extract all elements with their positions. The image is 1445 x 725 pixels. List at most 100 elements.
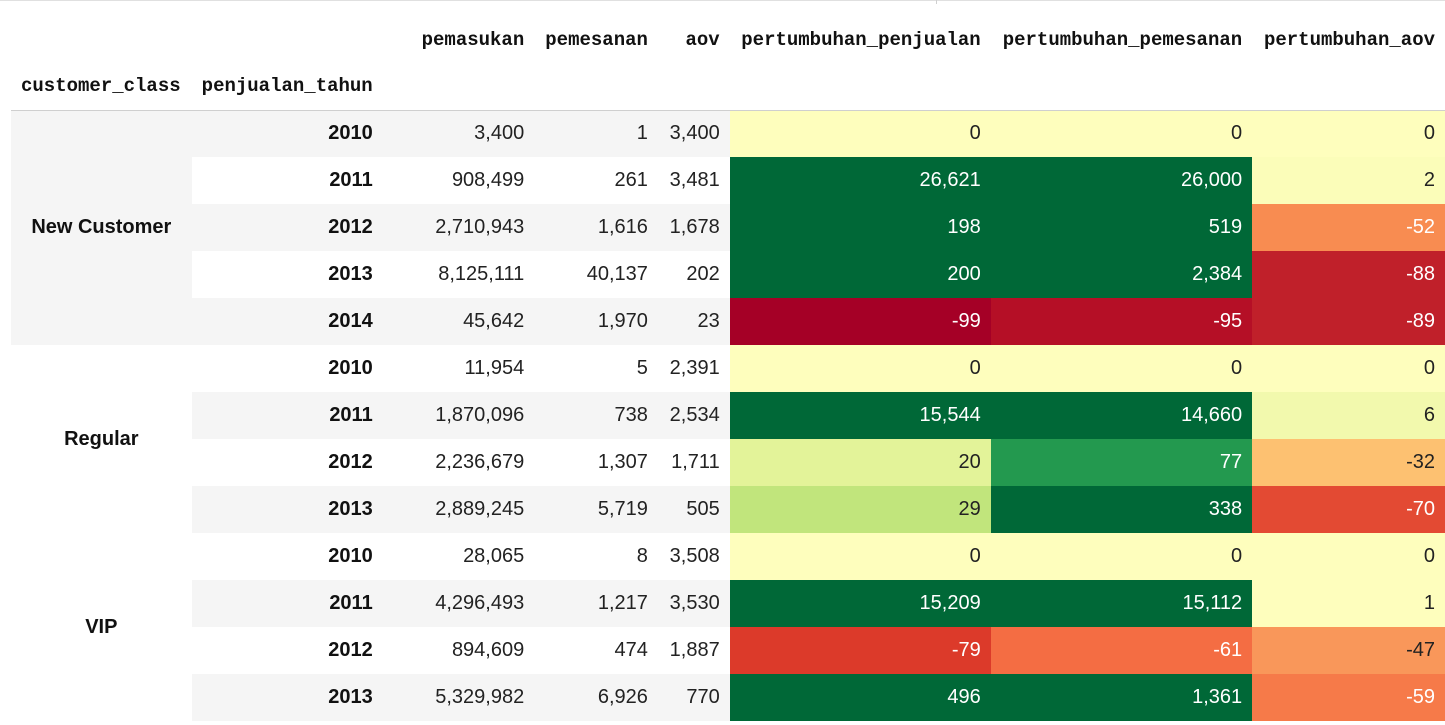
column-header-row: pemasukan pemesanan aov pertumbuhan_penj…: [11, 17, 1445, 63]
col-header-pertumbuhan-pemesanan: pertumbuhan_pemesanan: [1002, 29, 1243, 51]
blank-header-cell: [11, 17, 192, 63]
cell-pemesanan: 1,616: [534, 204, 658, 251]
cell-aov: 3,508: [669, 545, 720, 567]
cell-aov: 1,887: [669, 639, 720, 661]
cell-aov: 3,481: [669, 169, 720, 191]
heat-cell-pertumbuhan-pemesanan: 77: [990, 439, 1253, 486]
heat-cell-pertumbuhan-penjualan: -99: [729, 298, 991, 345]
cell-pemasukan: 2,710,943: [382, 204, 535, 251]
heat-cell-pertumbuhan-aov: 6: [1252, 392, 1445, 439]
col-header-pemesanan: pemesanan: [545, 29, 648, 51]
cell-aov: 2,391: [669, 357, 720, 379]
heat-cell-pertumbuhan-penjualan: 26,621: [729, 157, 991, 204]
heat-cell-pertumbuhan-penjualan: 29: [729, 486, 991, 533]
cell-aov: 3,530: [657, 580, 730, 627]
cell-pemesanan: 5: [636, 357, 648, 379]
year-label: 2012: [328, 451, 373, 473]
heat-cell-pertumbuhan-aov: -47: [1252, 627, 1445, 674]
cell-pemesanan: 474: [614, 639, 648, 661]
index-header-customer-class: customer_class: [11, 63, 192, 111]
cell-pemesanan: 6,926: [534, 674, 658, 721]
cell-pemesanan: 1,217: [534, 580, 658, 627]
cell-pemasukan: 8,125,111: [438, 263, 525, 285]
cell-aov: 202: [686, 263, 720, 285]
customer-class-label: VIP: [11, 533, 192, 721]
cell-pemesanan: 1: [534, 110, 658, 157]
table-row: 2014 45,642 1,970 23 -99 -95 -89: [11, 298, 1445, 345]
heat-cell-pertumbuhan-aov: -89: [1252, 298, 1445, 345]
year-label: 2012: [328, 639, 373, 661]
table-row: 2012 2,236,679 1,307 1,711 20 77 -32: [11, 439, 1445, 486]
year-label: 2014: [191, 298, 383, 345]
customer-class-label: Regular: [11, 345, 192, 533]
heat-cell-pertumbuhan-aov: 0: [1252, 533, 1445, 580]
blank-header-cell: [192, 17, 383, 63]
heat-cell-pertumbuhan-pemesanan: 519: [990, 204, 1253, 251]
heat-cell-pertumbuhan-penjualan: 198: [729, 204, 991, 251]
year-label: 2013: [191, 486, 383, 533]
cell-pemasukan: 5,329,982: [382, 674, 535, 721]
heat-cell-pertumbuhan-penjualan: 496: [729, 674, 991, 721]
cell-pemasukan: 4,296,493: [382, 580, 535, 627]
table-row: 2011 908,499 261 3,481 26,621 26,000 2: [11, 157, 1445, 204]
col-header-pemasukan: pemasukan: [421, 29, 525, 51]
heat-cell-pertumbuhan-pemesanan: -95: [990, 298, 1253, 345]
year-label: 2010: [328, 545, 373, 567]
table-row: 2013 5,329,982 6,926 770 496 1,361 -59: [11, 674, 1445, 721]
heat-cell-pertumbuhan-penjualan: 15,209: [729, 580, 991, 627]
year-label: 2011: [329, 169, 373, 191]
heat-cell-pertumbuhan-penjualan: 0: [729, 533, 991, 580]
year-label: 2013: [328, 263, 373, 285]
index-header-row: customer_class penjualan_tahun: [11, 63, 1445, 111]
notebook-output-border: [0, 0, 1445, 4]
customer-class-label: New Customer: [11, 110, 192, 345]
cell-pemasukan: 2,889,245: [382, 486, 535, 533]
heat-cell-pertumbuhan-aov: 1: [1252, 580, 1445, 627]
heat-cell-pertumbuhan-pemesanan: 338: [990, 486, 1253, 533]
year-label: 2012: [191, 204, 383, 251]
heat-cell-pertumbuhan-aov: 0: [1252, 345, 1445, 392]
cell-aov: 3,400: [657, 110, 730, 157]
cell-pemesanan: 1,970: [534, 298, 658, 345]
cell-aov: 1,678: [657, 204, 730, 251]
cell-pemesanan: 8: [636, 545, 648, 567]
heat-cell-pertumbuhan-pemesanan: 26,000: [990, 157, 1253, 204]
cell-pemasukan: 1,870,096: [382, 392, 535, 439]
year-label: 2010: [191, 110, 383, 157]
year-label: 2010: [328, 357, 373, 379]
index-header-penjualan-tahun: penjualan_tahun: [191, 63, 383, 111]
cell-pemesanan: 738: [534, 392, 658, 439]
blank-header-cell: [990, 63, 1253, 111]
cell-pemasukan: 28,065: [463, 545, 525, 567]
cell-aov: 770: [657, 674, 730, 721]
cell-pemasukan: 11,954: [464, 357, 525, 379]
heat-cell-pertumbuhan-penjualan: 0: [729, 110, 991, 157]
cell-pemesanan: 5,719: [534, 486, 658, 533]
cell-pemasukan: 908,499: [451, 169, 525, 191]
heat-cell-pertumbuhan-aov: -70: [1252, 486, 1445, 533]
table-row: 2013 2,889,245 5,719 505 29 338 -70: [11, 486, 1445, 533]
heat-cell-pertumbuhan-pemesanan: 0: [990, 110, 1253, 157]
heat-cell-pertumbuhan-aov: -59: [1252, 674, 1445, 721]
heat-cell-pertumbuhan-aov: 0: [1252, 110, 1445, 157]
heat-cell-pertumbuhan-pemesanan: 2,384: [990, 251, 1253, 298]
table-row: 2011 4,296,493 1,217 3,530 15,209 15,112 1: [11, 580, 1445, 627]
cell-aov: 23: [657, 298, 730, 345]
cell-pemasukan: 2,236,679: [435, 451, 525, 473]
blank-header-cell: [534, 63, 658, 111]
cell-pemesanan: 261: [614, 169, 648, 191]
table-row: 2013 8,125,111 40,137 202 200 2,384 -88: [11, 251, 1445, 298]
heat-cell-pertumbuhan-aov: -32: [1252, 439, 1445, 486]
border-tick: [936, 0, 937, 4]
cell-pemesanan: 1,307: [597, 451, 648, 473]
year-label: 2011: [191, 392, 383, 439]
heat-cell-pertumbuhan-aov: 2: [1252, 157, 1445, 204]
cell-pemasukan: 3,400: [382, 110, 535, 157]
heat-cell-pertumbuhan-pemesanan: 0: [990, 345, 1253, 392]
heat-cell-pertumbuhan-aov: -88: [1252, 251, 1445, 298]
cell-pemesanan: 40,137: [586, 263, 648, 285]
heat-cell-pertumbuhan-penjualan: 0: [729, 345, 991, 392]
blank-header-cell: [729, 63, 991, 111]
table-row: Regular 2010 11,954 5 2,391 0 0 0: [11, 345, 1445, 533]
heat-cell-pertumbuhan-penjualan: 15,544: [729, 392, 991, 439]
